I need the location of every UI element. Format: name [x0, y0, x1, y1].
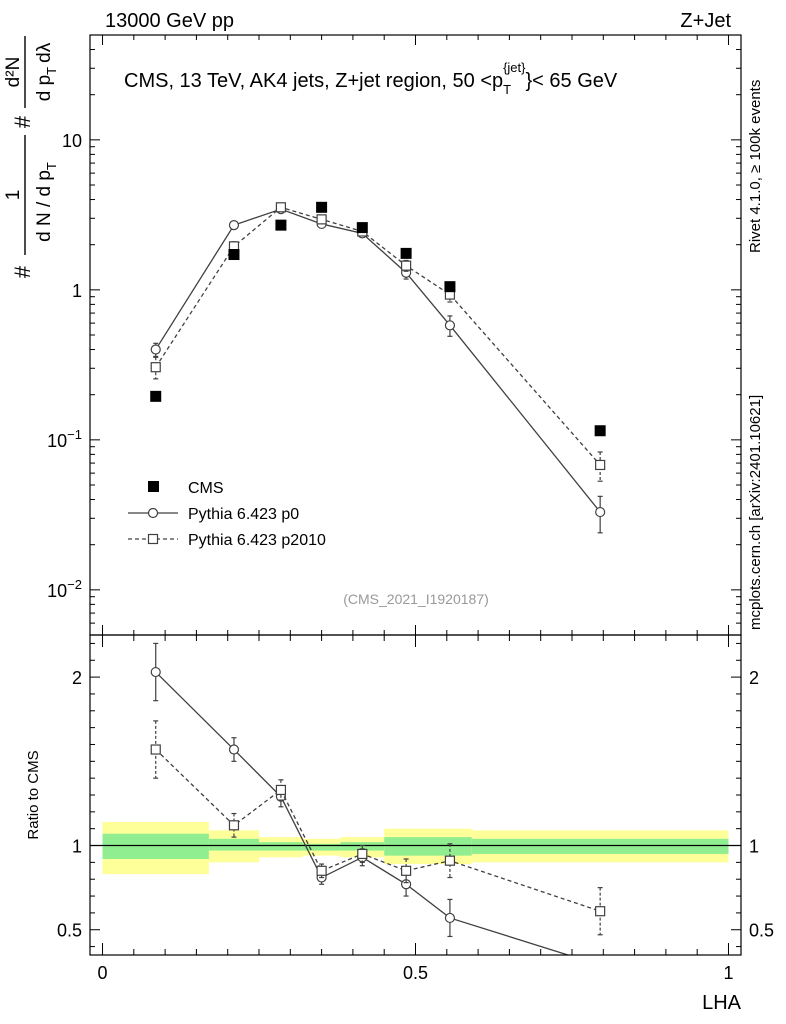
main-cms-point — [444, 281, 456, 293]
main-p2010-point — [401, 260, 412, 271]
ratio-p0-line — [155, 671, 571, 955]
main-title-sub: T — [503, 82, 511, 97]
main-y-tick-label: 10−1 — [47, 427, 82, 451]
legend-marker-cms — [148, 481, 159, 492]
ylabel-frac2-den-text: d p — [34, 75, 55, 101]
ratio-y-tick-label-right: 1 — [749, 837, 759, 857]
legend-label-p2010: Pythia 6.423 p2010 — [188, 532, 326, 549]
legend: CMS Pythia 6.423 p0 Pythia 6.423 p2010 — [128, 480, 326, 549]
legend-label-p0: Pythia 6.423 p0 — [188, 506, 299, 523]
x-tick-label: 0 — [98, 963, 108, 983]
ratio-axis-ticks: 0.5 0.5 1 1 2 2 0 0.5 1 — [57, 635, 774, 983]
ratio-p2010-point — [444, 855, 456, 866]
ylabel-frac1-den-text: d N / d p — [34, 170, 55, 242]
ratio-frame — [89, 634, 742, 956]
ratio-p0-point — [150, 666, 161, 678]
header-energy-label: 13000 GeV pp — [105, 10, 234, 32]
main-p0-point — [150, 344, 161, 355]
main-title-sup: {jet} — [503, 60, 526, 75]
ratio-p0-point — [444, 912, 456, 924]
main-cms-point — [356, 222, 368, 234]
legend-entry-p2010: Pythia 6.423 p2010 — [128, 532, 326, 549]
ylabel-sep: # — [10, 115, 35, 128]
ylabel-frac2-den-sub: T — [44, 67, 59, 75]
ratio-band-inner — [302, 843, 341, 851]
header-process-label: Z+Jet — [680, 10, 731, 32]
ratio-p2010-point — [275, 784, 287, 796]
main-p2010-point — [595, 459, 606, 471]
main-p2010-point — [150, 362, 161, 373]
main-title: CMS, 13 TeV, AK4 jets, Z+jet region, 50 … — [124, 60, 618, 97]
main-y-axis-label: # 1 d N / d pT # d²N d pTdλ — [3, 36, 59, 278]
main-p2010-line — [155, 206, 601, 466]
main-p0-point — [444, 320, 456, 331]
ylabel-frac1-den-sub: T — [44, 162, 59, 170]
main-cms-point — [316, 201, 328, 213]
main-cms-point — [400, 247, 412, 259]
ylabel-frac2-den-end: dλ — [34, 42, 55, 63]
x-tick-label: 0.5 — [403, 963, 428, 983]
ratio-band-inner — [471, 838, 729, 854]
main-title-text: CMS, 13 TeV, AK4 jets, Z+jet region, 50 … — [124, 70, 503, 92]
ratio-band-inner — [102, 833, 209, 859]
main-y-tick-exp: −2 — [67, 577, 82, 592]
legend-entry-cms: CMS — [148, 480, 224, 497]
ratio-p2010-point — [401, 865, 412, 876]
main-p2010-point — [275, 202, 287, 213]
main-y-tick-base: 10 — [47, 431, 67, 451]
main-p0-point — [228, 220, 240, 231]
ratio-band-inner — [384, 837, 472, 856]
ylabel-frac2-num: d²N — [3, 57, 24, 88]
ratio-p0-point — [228, 744, 240, 755]
ylabel-frac1-num: 1 — [3, 190, 24, 201]
ratio-y-tick-label: 2 — [72, 668, 82, 688]
ratio-p2010-point — [595, 906, 606, 917]
ratio-series-layer — [150, 642, 606, 955]
main-y-tick-label: 10−2 — [47, 577, 82, 601]
main-cms-point — [275, 219, 287, 231]
main-series-layer — [150, 201, 606, 534]
x-tick-label: 1 — [723, 963, 733, 983]
analysis-watermark: (CMS_2021_I1920187) — [343, 591, 489, 607]
main-p2010-point — [316, 214, 327, 225]
legend-marker-p0 — [147, 507, 159, 519]
x-axis-label: LHA — [702, 992, 742, 1014]
mcplots-label: mcplots.cern.ch [arXiv:2401.10621] — [747, 395, 764, 630]
ratio-p2010-point — [357, 848, 368, 860]
ratio-y-tick-label: 0.5 — [57, 921, 82, 941]
legend-marker-p2010 — [147, 533, 159, 545]
ratio-band-inner — [259, 842, 303, 851]
main-y-tick-label: 10 — [62, 131, 82, 151]
main-cms-point — [150, 390, 162, 402]
main-y-tick-base: 10 — [47, 581, 67, 601]
main-p0-point — [595, 506, 606, 518]
main-cms-point — [228, 249, 240, 261]
ylabel-frac1-den: d N / d pT — [34, 162, 59, 242]
ratio-p2010-line — [155, 749, 601, 912]
ratio-p2010-point — [228, 820, 240, 831]
rivet-version-label: Rivet 4.1.0, ≥ 100k events — [747, 80, 764, 253]
ylabel-frac2-den: d pTdλ — [34, 42, 59, 101]
ratio-p2010-point — [316, 865, 327, 876]
ylabel-prefix: # — [10, 265, 35, 278]
ratio-y-tick-label: 1 — [72, 837, 82, 857]
legend-entry-p0: Pythia 6.423 p0 — [128, 506, 299, 523]
main-cms-point — [594, 425, 606, 437]
ratio-uncertainty-bands — [90, 821, 741, 875]
ratio-p2010-point — [150, 744, 161, 755]
ratio-y-tick-label-right: 0.5 — [749, 921, 774, 941]
main-p0-line — [155, 208, 601, 513]
main-y-tick-exp: −1 — [67, 427, 82, 442]
legend-label-cms: CMS — [188, 480, 224, 497]
main-y-tick-label: 1 — [72, 281, 82, 301]
ratio-panel: 0.5 0.5 1 1 2 2 0 0.5 1 Ratio to CMS LHA — [25, 635, 774, 1014]
ratio-y-axis-label: Ratio to CMS — [25, 750, 42, 839]
ratio-y-tick-label-right: 2 — [749, 668, 759, 688]
ratio-band-inner — [208, 838, 260, 851]
main-title-end: }< 65 GeV — [526, 70, 618, 92]
